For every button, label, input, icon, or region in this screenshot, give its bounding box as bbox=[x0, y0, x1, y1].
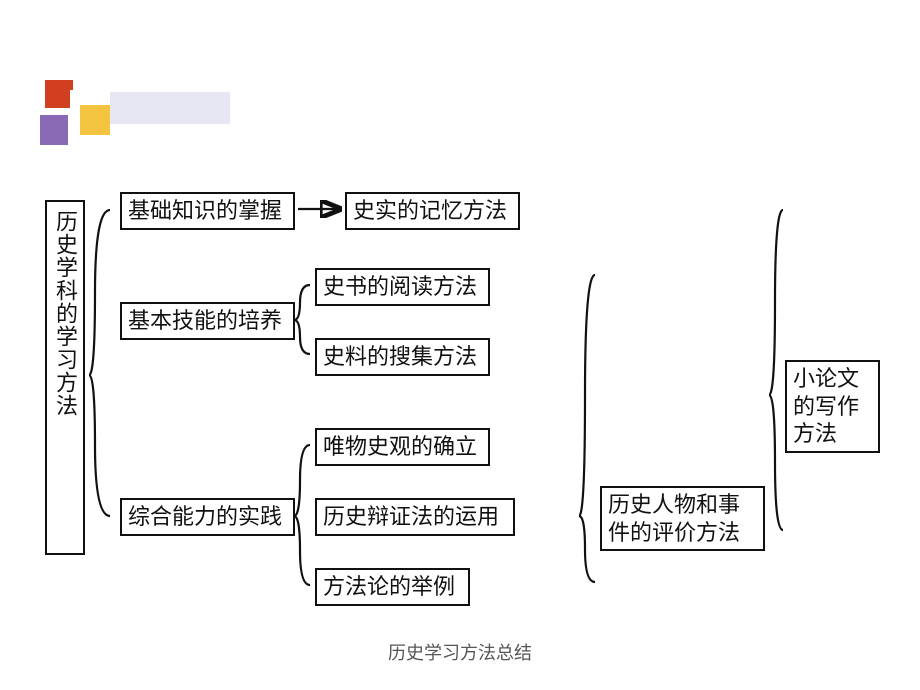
node-root: 历史学科的学习方法 bbox=[45, 200, 85, 555]
corner-logo bbox=[20, 80, 230, 160]
connector-overlay bbox=[40, 190, 890, 620]
slide: 历史学科的学习方法 基础知识的掌握 史实的记忆方法 基本技能的培养 史书的阅读方… bbox=[0, 0, 920, 690]
node-memory: 史实的记忆方法 bbox=[345, 192, 520, 230]
node-read: 史书的阅读方法 bbox=[315, 268, 490, 306]
logo-bar bbox=[110, 92, 230, 124]
node-essay: 小论文的写作方法 bbox=[785, 360, 880, 453]
node-evaluate: 历史人物和事件的评价方法 bbox=[600, 486, 765, 551]
node-basics: 基础知识的掌握 bbox=[120, 192, 295, 230]
logo-red-square bbox=[45, 80, 73, 108]
logo-purple-square bbox=[40, 115, 68, 145]
node-skill: 基本技能的培养 bbox=[120, 302, 295, 340]
node-methodology: 方法论的举例 bbox=[315, 568, 470, 606]
node-practice: 综合能力的实践 bbox=[120, 498, 295, 536]
slide-caption: 历史学习方法总结 bbox=[0, 639, 920, 665]
node-collect: 史料的搜集方法 bbox=[315, 338, 490, 376]
diagram: 历史学科的学习方法 基础知识的掌握 史实的记忆方法 基本技能的培养 史书的阅读方… bbox=[40, 190, 890, 620]
node-dialectic: 历史辩证法的运用 bbox=[315, 498, 515, 536]
logo-yellow-square bbox=[80, 105, 110, 135]
node-materialism: 唯物史观的确立 bbox=[315, 428, 490, 466]
